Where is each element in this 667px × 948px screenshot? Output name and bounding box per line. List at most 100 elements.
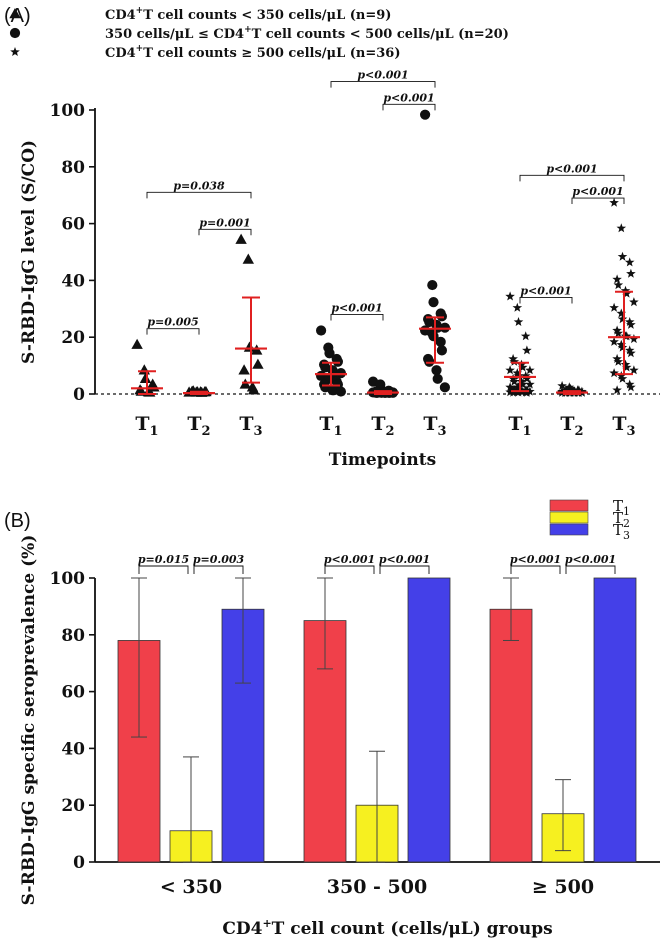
data-point — [513, 317, 524, 326]
legend-marker-triangle — [9, 8, 21, 19]
data-point — [624, 379, 635, 389]
comparison-bracket — [565, 565, 616, 574]
x-tick-label: ≥ 500 — [532, 876, 594, 898]
data-point — [609, 368, 619, 378]
data-point — [248, 384, 260, 395]
p-value-label: p<0.001 — [379, 553, 430, 566]
p-value-label: p=0.005 — [147, 316, 198, 329]
y-tick-label: 100 — [50, 101, 86, 121]
data-point — [624, 317, 635, 326]
data-point — [513, 371, 524, 380]
x-tick-label: T2 — [371, 413, 394, 439]
x-tick-label: T2 — [560, 413, 583, 439]
p-value-label: p<0.001 — [565, 553, 616, 566]
data-point — [505, 291, 515, 301]
x-tick-subscript: 1 — [150, 424, 159, 439]
legend-entry: T2 — [613, 509, 630, 530]
bar — [593, 577, 637, 863]
x-tick-label: T3 — [612, 413, 635, 439]
data-point — [617, 373, 628, 383]
x-tick-subscript: 3 — [438, 424, 447, 439]
data-point — [617, 314, 628, 324]
legend-entry: T1 — [613, 497, 630, 518]
data-point — [621, 288, 632, 298]
data-point — [242, 253, 254, 264]
data-point — [420, 109, 431, 120]
data-point — [509, 385, 520, 395]
data-point — [626, 268, 636, 278]
y-tick-label: 0 — [73, 853, 85, 873]
legend-entry: T3 — [613, 521, 630, 542]
y-tick-label: 40 — [61, 739, 85, 759]
data-point — [508, 373, 518, 383]
x-tick-label: T3 — [423, 413, 446, 439]
data-point — [612, 385, 622, 395]
x-tick-label: T1 — [135, 413, 158, 439]
data-point — [427, 279, 438, 291]
data-point — [516, 359, 527, 369]
data-point — [238, 364, 250, 375]
legend-text-part: T cell counts < 350 cells/μL (n=9) — [143, 8, 391, 23]
comparison-bracket — [138, 565, 189, 574]
data-point — [620, 359, 631, 369]
data-point — [324, 348, 335, 359]
y-axis-title: S-RBD-IgG level (S/CO) — [19, 140, 39, 364]
p-value-label: p<0.001 — [510, 553, 561, 566]
legend-swatch — [549, 511, 589, 524]
x-tick-label: T1 — [508, 413, 531, 439]
x-tick-label: 350 - 500 — [327, 876, 427, 898]
p-value-label: p=0.003 — [193, 553, 245, 566]
data-point — [509, 356, 520, 366]
p-value-label: p<0.001 — [357, 69, 408, 82]
data-point — [629, 365, 639, 375]
data-point — [616, 223, 627, 233]
bar — [407, 577, 451, 863]
p-value-label: p<0.001 — [383, 91, 434, 104]
x-axis-title-part: T cell count (cells/μL) groups — [272, 919, 553, 939]
legend-text-part: T — [613, 497, 623, 515]
x-axis-title: Timepoints — [329, 450, 436, 470]
data-point — [516, 376, 527, 386]
data-point — [316, 325, 327, 336]
legend-subscript: 3 — [623, 529, 630, 542]
data-point — [522, 345, 532, 355]
x-tick-text: T — [612, 413, 626, 435]
legend-text-part: CD4 — [105, 46, 136, 61]
data-point — [435, 336, 446, 347]
data-point — [612, 353, 622, 363]
comparison-bracket — [382, 103, 436, 111]
legend-entry-circle: 350 cells/μL ≤ CD4+T cell counts < 500 c… — [105, 25, 509, 42]
x-tick-text: T — [135, 413, 149, 435]
comparison-bracket — [198, 228, 252, 236]
data-point — [522, 373, 532, 383]
data-point — [508, 387, 518, 397]
data-point — [626, 319, 636, 329]
comparison-bracket — [379, 565, 430, 574]
p-value-label: p<0.001 — [520, 284, 571, 297]
legend-entry-triangle: CD4+T cell counts < 350 cells/μL (n=9) — [105, 6, 391, 23]
y-axis-title: S-RBD-IgG specific seroprevalence (%) — [19, 535, 39, 906]
comparison-bracket — [519, 174, 625, 182]
y-tick-label: 80 — [61, 626, 85, 646]
legend-marker-circle — [9, 27, 21, 39]
data-point — [613, 356, 624, 366]
data-point — [612, 325, 622, 335]
data-point — [428, 297, 439, 308]
y-tick-label: 60 — [61, 683, 85, 703]
data-point — [235, 233, 247, 244]
p-value-label: p<0.001 — [331, 301, 382, 314]
p-value-label: p=0.015 — [138, 553, 189, 566]
x-tick-subscript: 1 — [523, 424, 532, 439]
x-tick-subscript: 3 — [254, 424, 263, 439]
data-point — [609, 197, 619, 207]
legend-entry-star: CD4+T cell counts ≥ 500 cells/μL (n=36) — [105, 44, 400, 61]
x-tick-subscript: 3 — [627, 424, 636, 439]
p-value-label: p<0.001 — [572, 185, 623, 198]
x-tick-text: T — [508, 413, 522, 435]
comparison-bracket — [330, 314, 384, 321]
x-tick-text: T — [239, 413, 253, 435]
x-axis-title-superscript: + — [262, 917, 271, 930]
legend-text-part: T cell counts ≥ 500 cells/μL (n=36) — [143, 46, 400, 61]
